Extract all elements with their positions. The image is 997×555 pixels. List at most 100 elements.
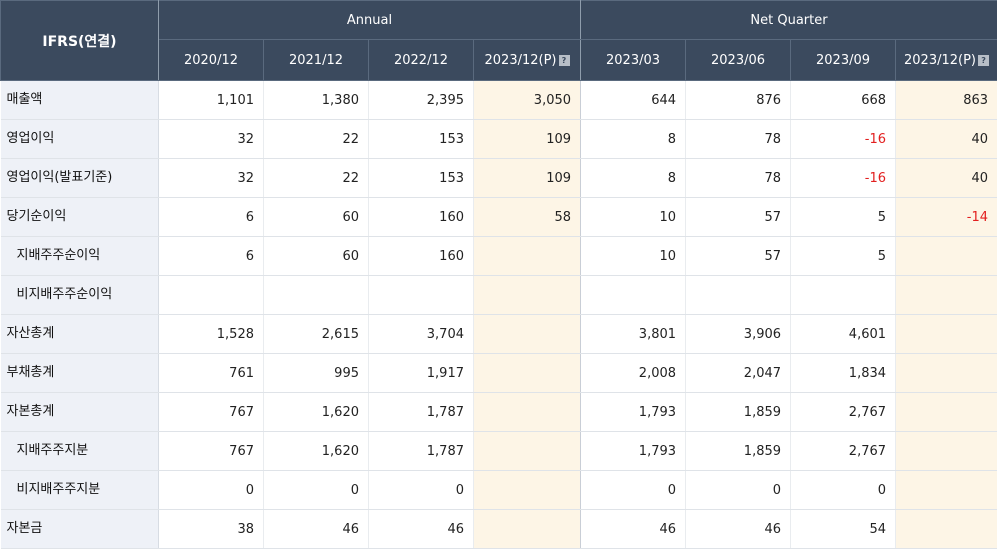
table-cell: 78 [685,119,792,159]
table-cell: 153 [368,119,474,159]
row-label: 당기순이익 [0,197,159,237]
table-cell: 1,793 [580,431,687,471]
table-cell: 1,620 [263,392,369,432]
question-mark-icon[interactable]: ? [558,54,570,66]
table-cell [473,431,582,471]
table-cell: 0 [368,470,474,510]
table-cell [473,509,582,549]
table-cell: 6 [158,236,264,276]
table-cell [895,431,997,471]
table-cell: 109 [473,158,582,198]
table-cell: 46 [368,509,474,549]
table-cell: 160 [368,197,474,237]
table-row: 지배주주순이익 6 60 160 10 57 5 [0,236,997,276]
table-cell: 10 [580,197,687,237]
table-row: 당기순이익 6 60 160 58 10 57 5 -14 [0,197,997,237]
table-cell: 1,859 [685,431,792,471]
table-row: 영업이익 32 22 153 109 8 78 -16 40 [0,119,997,159]
table-cell: 38 [158,509,264,549]
col-header: 2022/12 [368,39,474,81]
table-cell: 1,528 [158,314,264,354]
table-cell [368,275,474,315]
table-cell: 1,101 [158,80,264,120]
table-cell: 995 [263,353,369,393]
table-cell: 0 [158,470,264,510]
table-cell: 57 [685,236,792,276]
table-cell [473,236,582,276]
col-header: 2023/06 [685,39,792,81]
table-cell [895,470,997,510]
table-cell [473,314,582,354]
col-header-estimate[interactable]: 2023/12(P)? [895,39,997,81]
table-cell: 10 [580,236,687,276]
table-cell [895,314,997,354]
table-cell: 40 [895,119,997,159]
table-cell: 46 [580,509,687,549]
table-cell: 0 [580,470,687,510]
table-cell: 60 [263,236,369,276]
table-cell: 58 [473,197,582,237]
row-label: 영업이익 [0,119,159,159]
col-header-estimate[interactable]: 2023/12(P)? [472,39,582,81]
table-cell [895,509,997,549]
table-cell: 767 [158,431,264,471]
table-cell: 1,793 [580,392,687,432]
table-cell: 876 [685,80,792,120]
table-cell: 2,767 [790,431,897,471]
table-row: 비지배주주지분 0 0 0 0 0 0 [0,470,997,510]
row-label: 영업이익(발표기준) [0,158,159,198]
table-cell: 6 [158,197,264,237]
table-cell: 3,050 [473,80,582,120]
table-cell: 3,704 [368,314,474,354]
table-cell [790,275,897,315]
row-label: 자산총계 [0,314,159,354]
table-cell: 78 [685,158,792,198]
table-cell [895,353,997,393]
table-cell: 0 [263,470,369,510]
table-cell: 2,395 [368,80,474,120]
row-label: 자본금 [0,509,159,549]
table-cell [473,353,582,393]
table-cell: -14 [895,197,997,237]
row-label: 지배주주지분 [0,431,159,471]
table-cell: -16 [790,158,897,198]
question-mark-icon[interactable]: ? [978,54,990,66]
table-cell: 1,834 [790,353,897,393]
table-cell: 153 [368,158,474,198]
table-row: 비지배주주순이익 [0,275,997,315]
table-cell: 1,620 [263,431,369,471]
table-cell [473,275,582,315]
table-cell: 1,787 [368,431,474,471]
table-cell [895,392,997,432]
table-row: 자산총계 1,528 2,615 3,704 3,801 3,906 4,601 [0,314,997,354]
table-cell: 109 [473,119,582,159]
row-label: 지배주주순이익 [0,236,159,276]
table-cell: 668 [790,80,897,120]
table-cell: 2,615 [263,314,369,354]
table-cell [473,470,582,510]
col-header: 2021/12 [263,39,369,81]
table-row: 매출액 1,101 1,380 2,395 3,050 644 876 668 863 [0,80,997,120]
header-annual: Annual [157,0,582,40]
col-header: 2020/12 [158,39,264,81]
table-cell [473,392,582,432]
table-cell: -16 [790,119,897,159]
table-cell: 863 [895,80,997,120]
table-cell: 54 [790,509,897,549]
table-cell [580,275,687,315]
col-header: 2023/09 [790,39,897,81]
table-cell: 32 [158,119,264,159]
row-label: 비지배주주지분 [0,470,159,510]
table-row: 자본총계 767 1,620 1,787 1,793 1,859 2,767 [0,392,997,432]
table-cell: 1,859 [685,392,792,432]
table-cell: 2,008 [580,353,687,393]
table-cell [263,275,369,315]
table-cell: 8 [580,119,687,159]
table-cell: 2,047 [685,353,792,393]
table-cell [895,275,997,315]
table-cell: 60 [263,197,369,237]
table-cell: 160 [368,236,474,276]
table-cell: 3,906 [685,314,792,354]
table-cell: 761 [158,353,264,393]
